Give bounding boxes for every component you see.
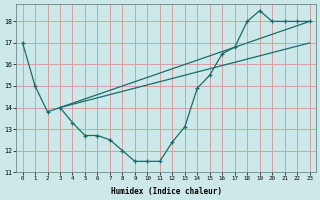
X-axis label: Humidex (Indice chaleur): Humidex (Indice chaleur) bbox=[111, 187, 221, 196]
